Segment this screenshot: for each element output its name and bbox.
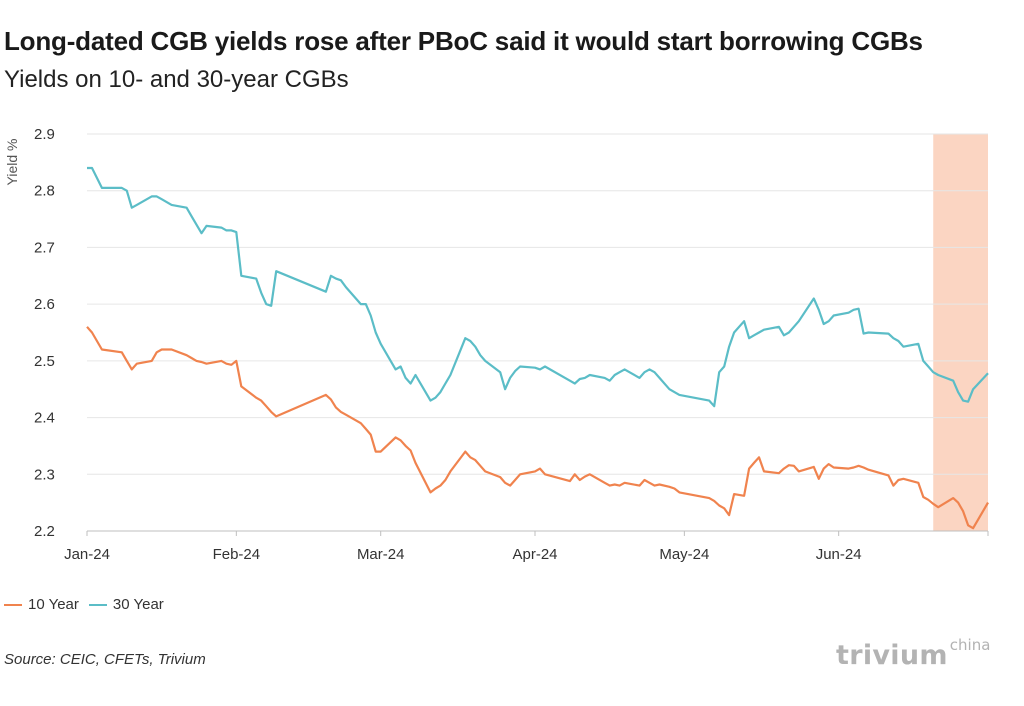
x-tick-label: Jun-24 — [816, 546, 862, 563]
logo-text: trivium — [836, 640, 948, 671]
y-tick-label: 2.8 — [34, 183, 55, 200]
y-tick-label: 2.3 — [34, 466, 55, 483]
series-line-30-year — [87, 166, 989, 408]
y-tick-label: 2.5 — [34, 353, 55, 370]
chart-legend: 10 Year 30 Year — [4, 596, 174, 613]
x-tick-label: Mar-24 — [357, 546, 405, 563]
x-tick-label: Apr-24 — [512, 546, 557, 563]
trivium-china-logo: trivium china — [836, 636, 990, 671]
legend-swatch-10-year — [4, 603, 22, 606]
y-tick-label: 2.7 — [34, 239, 55, 256]
legend-item-10-year: 10 Year — [4, 596, 79, 613]
chart-title: Long-dated CGB yields rose after PBoC sa… — [4, 26, 923, 56]
y-axis-label: Yield % — [4, 139, 20, 186]
y-tick-label: 2.6 — [34, 296, 55, 313]
x-tick-label: Feb-24 — [213, 546, 261, 563]
source-note: Source: CEIC, CFETs, Trivium — [4, 651, 206, 668]
y-tick-label: 2.9 — [34, 126, 55, 143]
logo-superscript: china — [949, 636, 991, 654]
legend-label-30-year: 30 Year — [112, 596, 164, 613]
y-tick-label: 2.2 — [34, 523, 55, 540]
x-tick-label: May-24 — [659, 546, 709, 563]
x-tick-label: Jan-24 — [64, 546, 110, 563]
series-line-10-year — [86, 326, 989, 530]
line-chart: 2.2 2.3 2.4 2.5 2.6 2.7 2.8 2.9 Jan-24 Feb-24 Mar-… — [4, 126, 989, 563]
y-tick-label: 2.4 — [34, 410, 55, 427]
highlight-band — [933, 134, 988, 531]
chart-subtitle: Yields on 10- and 30-year CGBs — [4, 66, 349, 93]
legend-label-10-year: 10 Year — [28, 596, 79, 613]
legend-item-30-year: 30 Year — [88, 596, 164, 613]
legend-swatch-30-year — [88, 603, 107, 606]
